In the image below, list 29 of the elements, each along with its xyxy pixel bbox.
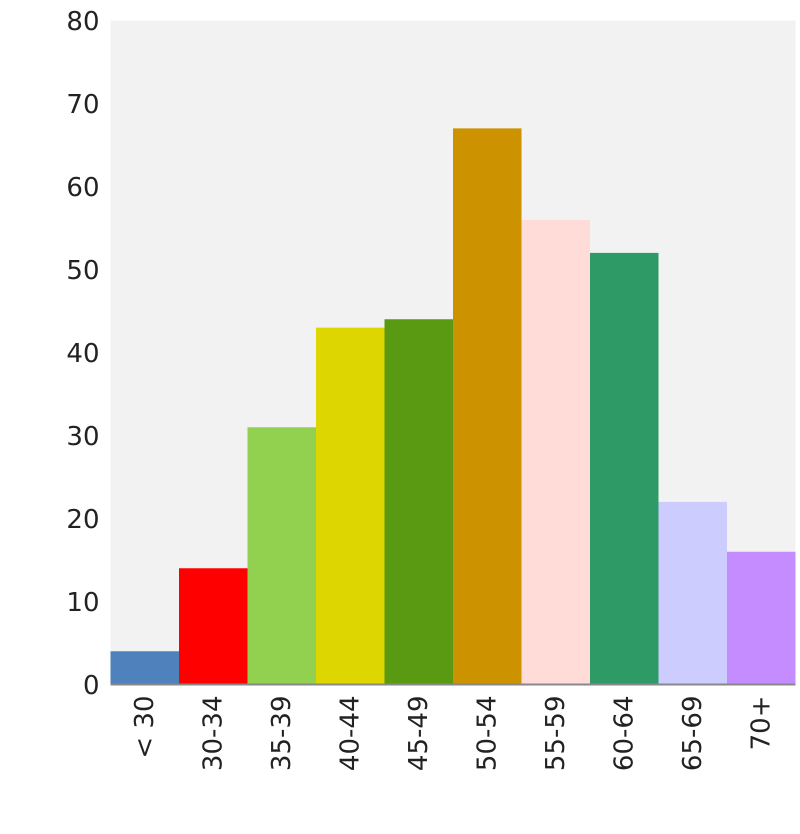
y-tick-label: 70	[66, 90, 100, 120]
x-tick-label: < 30	[130, 695, 160, 759]
y-tick-label: 20	[66, 505, 100, 535]
bar	[110, 651, 179, 684]
y-tick-label: 30	[66, 422, 100, 452]
x-tick-label: 35-39	[266, 695, 297, 772]
x-tick-label: 45-49	[404, 695, 434, 772]
x-tick-label: 65-69	[678, 695, 708, 772]
bar	[248, 427, 316, 684]
bar	[522, 220, 590, 684]
bar	[179, 568, 248, 684]
x-tick-label: 60-64	[609, 695, 640, 772]
bar	[590, 252, 658, 684]
y-tick-label: 40	[66, 339, 100, 369]
y-tick-label: 60	[66, 173, 100, 203]
x-tick-label: 55-59	[540, 695, 571, 772]
bar	[316, 328, 384, 684]
bar	[384, 319, 453, 684]
bar	[727, 552, 796, 684]
y-tick-label: 80	[66, 7, 100, 37]
y-tick-label: 50	[66, 256, 100, 286]
bar	[453, 128, 522, 684]
bar	[658, 502, 727, 684]
x-tick-label: 40-44	[335, 695, 366, 772]
y-tick-label: 10	[66, 588, 100, 618]
x-tick-label: 70+	[746, 695, 776, 750]
y-tick-label: 0	[82, 671, 100, 701]
x-tick-label: 30-34	[198, 695, 228, 772]
x-tick-label: 50-54	[472, 695, 502, 772]
